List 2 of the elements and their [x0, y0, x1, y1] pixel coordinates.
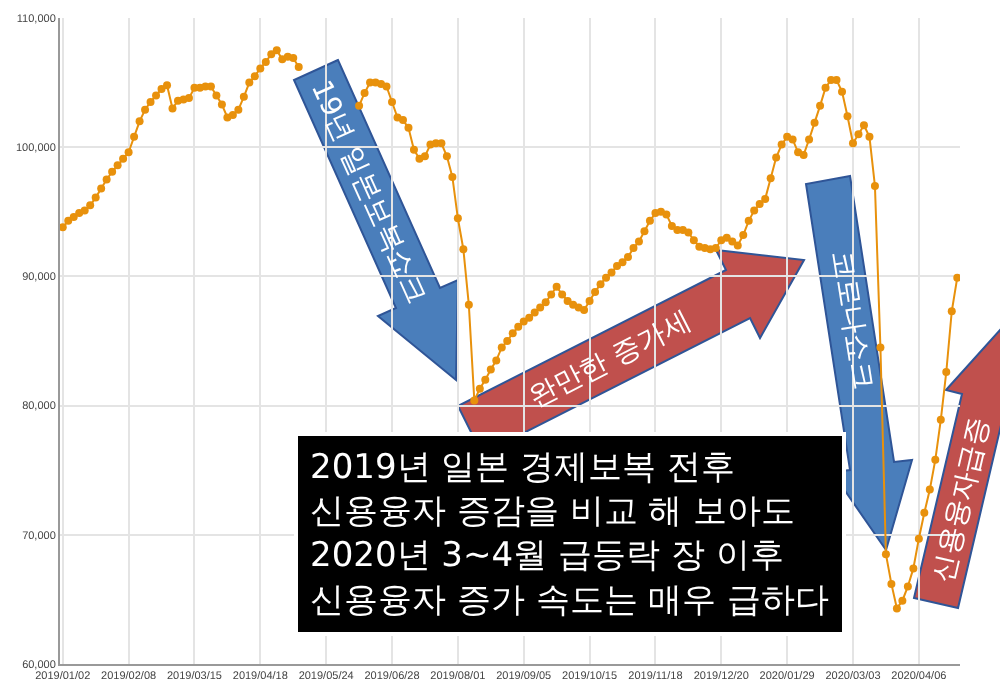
annotation: 2019년 일본 경제보복 전후 신용융자 증감을 비교 해 보아도 2020년 3~4월 급등락 장 이후 신용융자 증가 속도는 매우 급하다 [310, 448, 830, 621]
annotation: 코로나쇼크 [825, 248, 879, 392]
